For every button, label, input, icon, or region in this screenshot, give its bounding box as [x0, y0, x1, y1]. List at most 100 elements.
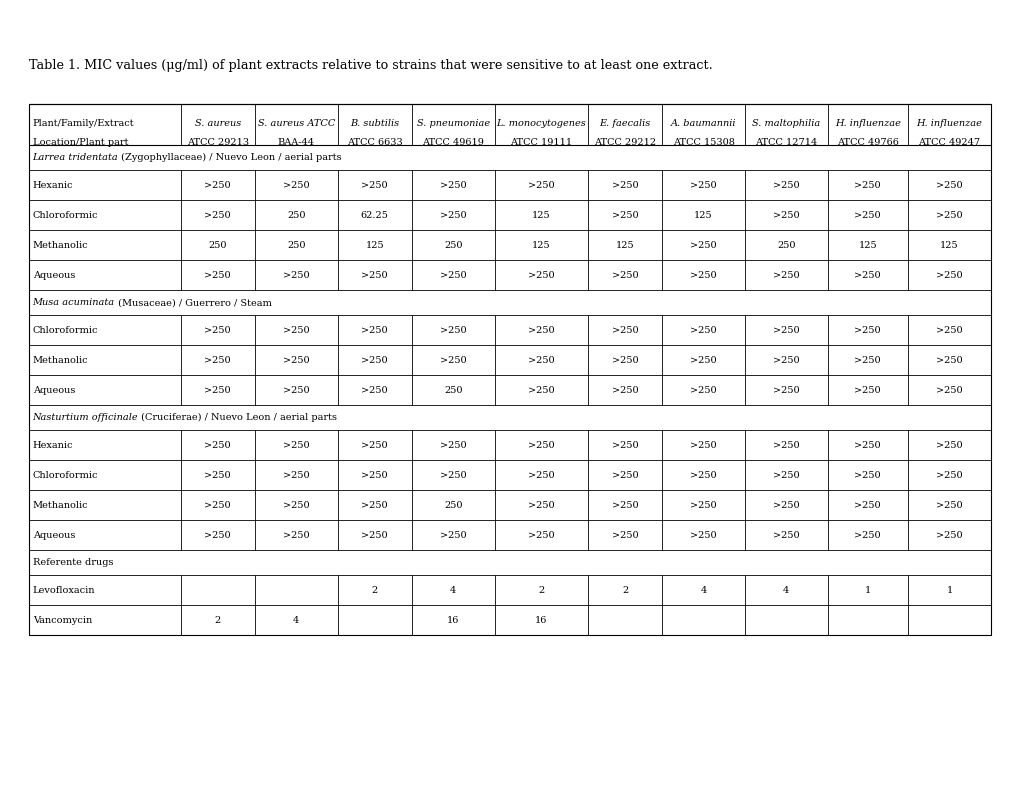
- Text: >250: >250: [282, 180, 309, 190]
- Text: >250: >250: [854, 210, 880, 220]
- Text: >250: >250: [854, 530, 880, 540]
- Text: Plant/Family/Extract: Plant/Family/Extract: [33, 119, 135, 128]
- Text: >250: >250: [854, 470, 880, 480]
- Text: >250: >250: [935, 210, 962, 220]
- Text: >250: >250: [690, 530, 716, 540]
- Text: >250: >250: [282, 325, 309, 335]
- Text: >250: >250: [690, 500, 716, 510]
- Text: 250: 250: [776, 240, 795, 250]
- Text: >250: >250: [282, 470, 309, 480]
- Text: 2: 2: [214, 615, 221, 625]
- Text: >250: >250: [690, 470, 716, 480]
- Text: A. baumannii: A. baumannii: [671, 119, 736, 128]
- Text: >250: >250: [611, 470, 638, 480]
- Text: >250: >250: [690, 240, 716, 250]
- Text: >250: >250: [282, 500, 309, 510]
- Text: >250: >250: [528, 500, 554, 510]
- Text: Aqueous: Aqueous: [33, 270, 75, 280]
- Text: >250: >250: [854, 180, 880, 190]
- Text: >250: >250: [772, 180, 799, 190]
- Text: B. subtilis: B. subtilis: [350, 119, 398, 128]
- Text: 250: 250: [286, 210, 306, 220]
- Text: >250: >250: [204, 385, 231, 395]
- Text: >250: >250: [282, 530, 309, 540]
- Text: 16: 16: [446, 615, 459, 625]
- Text: >250: >250: [439, 210, 466, 220]
- Text: S. maltophilia: S. maltophilia: [751, 119, 819, 128]
- Text: >250: >250: [204, 270, 231, 280]
- Text: >250: >250: [611, 210, 638, 220]
- Text: >250: >250: [528, 270, 554, 280]
- Text: L. monocytogenes: L. monocytogenes: [496, 119, 586, 128]
- Text: Location/Plant part: Location/Plant part: [33, 139, 128, 147]
- Text: 1: 1: [946, 585, 952, 595]
- Text: >250: >250: [690, 325, 716, 335]
- Text: >250: >250: [204, 470, 231, 480]
- Text: Chloroformic: Chloroformic: [33, 210, 98, 220]
- Text: Table 1. MIC values (μg/ml) of plant extracts relative to strains that were sens: Table 1. MIC values (μg/ml) of plant ext…: [29, 59, 711, 72]
- Text: >250: >250: [204, 500, 231, 510]
- Text: >250: >250: [854, 440, 880, 450]
- Text: 125: 125: [615, 240, 634, 250]
- Text: >250: >250: [935, 470, 962, 480]
- Text: 125: 125: [532, 210, 550, 220]
- Text: >250: >250: [361, 325, 387, 335]
- Text: >250: >250: [772, 530, 799, 540]
- Text: >250: >250: [204, 530, 231, 540]
- Text: >250: >250: [204, 355, 231, 365]
- Text: >250: >250: [611, 440, 638, 450]
- Text: Nasturtium officinale: Nasturtium officinale: [33, 413, 139, 422]
- Text: 2: 2: [538, 585, 544, 595]
- Text: H. influenzae: H. influenzae: [916, 119, 981, 128]
- Text: >250: >250: [204, 440, 231, 450]
- Text: 125: 125: [858, 240, 876, 250]
- Text: >250: >250: [528, 385, 554, 395]
- Text: >250: >250: [935, 325, 962, 335]
- Text: >250: >250: [439, 470, 466, 480]
- Text: Hexanic: Hexanic: [33, 440, 73, 450]
- Text: 250: 250: [208, 240, 227, 250]
- Text: 250: 250: [443, 385, 462, 395]
- Text: >250: >250: [361, 180, 387, 190]
- Text: >250: >250: [361, 530, 387, 540]
- Text: >250: >250: [935, 270, 962, 280]
- Text: 62.25: 62.25: [361, 210, 388, 220]
- Text: >250: >250: [935, 355, 962, 365]
- Text: >250: >250: [439, 530, 466, 540]
- Text: >250: >250: [282, 440, 309, 450]
- Text: Chloroformic: Chloroformic: [33, 470, 98, 480]
- Text: >250: >250: [772, 385, 799, 395]
- Text: Methanolic: Methanolic: [33, 500, 89, 510]
- Text: >250: >250: [854, 325, 880, 335]
- Text: 4: 4: [292, 615, 299, 625]
- Text: >250: >250: [772, 470, 799, 480]
- Text: ATCC 12714: ATCC 12714: [754, 139, 816, 147]
- Text: Musa acuminata: Musa acuminata: [33, 298, 115, 307]
- Text: 4: 4: [700, 585, 706, 595]
- Text: >250: >250: [439, 355, 466, 365]
- Text: Hexanic: Hexanic: [33, 180, 73, 190]
- Text: >250: >250: [361, 385, 387, 395]
- Text: >250: >250: [772, 325, 799, 335]
- Text: 1: 1: [864, 585, 870, 595]
- Text: ATCC 29213: ATCC 29213: [186, 139, 249, 147]
- Text: >250: >250: [690, 355, 716, 365]
- Text: >250: >250: [361, 440, 387, 450]
- Text: 2: 2: [622, 585, 628, 595]
- Text: >250: >250: [772, 210, 799, 220]
- Text: >250: >250: [439, 325, 466, 335]
- Text: >250: >250: [204, 210, 231, 220]
- Text: Vancomycin: Vancomycin: [33, 615, 92, 625]
- Text: 16: 16: [535, 615, 547, 625]
- Text: >250: >250: [690, 385, 716, 395]
- Text: 4: 4: [449, 585, 455, 595]
- Text: >250: >250: [772, 440, 799, 450]
- Text: >250: >250: [854, 355, 880, 365]
- Text: >250: >250: [611, 180, 638, 190]
- Text: >250: >250: [528, 325, 554, 335]
- Text: >250: >250: [361, 355, 387, 365]
- Text: >250: >250: [361, 500, 387, 510]
- Text: >250: >250: [772, 270, 799, 280]
- Text: ATCC 49619: ATCC 49619: [422, 139, 484, 147]
- Text: Aqueous: Aqueous: [33, 385, 75, 395]
